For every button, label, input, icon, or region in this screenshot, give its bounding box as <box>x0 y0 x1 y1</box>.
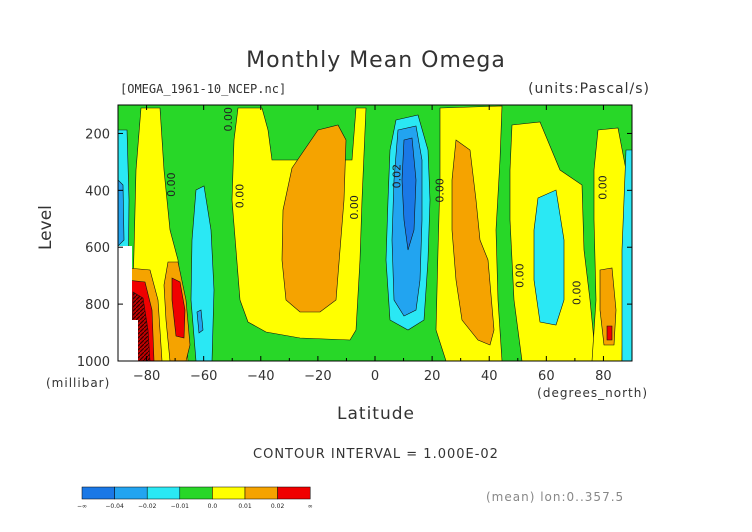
x-axis-label: Latitude <box>337 404 415 424</box>
contour-label: 0.00 <box>513 263 526 288</box>
x-tick-label: −60 <box>190 369 217 384</box>
x-tick-label: 20 <box>424 369 441 384</box>
x-tick-label: −80 <box>133 369 160 384</box>
region-cyan-right <box>621 149 632 361</box>
legend-swatch <box>179 486 213 500</box>
missing-data-step <box>118 320 138 361</box>
legend-label: −∞ <box>77 503 87 510</box>
legend-label: 0.02 <box>271 503 285 510</box>
region-dark-blue-eq <box>401 137 417 251</box>
file-label: [OMEGA_1961-10_NCEP.nc] <box>120 82 287 96</box>
legend-label: −0.04 <box>105 503 124 510</box>
x-tick-label: −20 <box>304 369 331 384</box>
mean-note: (mean) lon:0..357.5 <box>486 490 625 504</box>
region-orange-subtrop-sh <box>281 124 347 313</box>
contour-label: 0.02 <box>391 164 404 189</box>
contour-label: 0.00 <box>234 184 247 209</box>
legend-swatch <box>212 486 246 500</box>
y-tick-label: 1000 <box>77 355 110 370</box>
x-tick-label: 40 <box>481 369 498 384</box>
region-cyan-60 <box>190 185 215 361</box>
contour-label: 0.00 <box>348 195 361 220</box>
legend-swatch <box>244 486 278 500</box>
contour-label: 0.00 <box>165 172 178 197</box>
y-tick-label: 200 <box>85 127 110 142</box>
region-blue-60 <box>196 309 204 334</box>
region-cyan-midlat-nh <box>533 189 565 326</box>
legend-label: 0.0 <box>208 503 218 510</box>
y-tick-label: 600 <box>85 241 110 256</box>
region-orange-subtrop-nh <box>451 139 495 346</box>
region-red-sh2 <box>171 277 186 339</box>
x-tick-label: 80 <box>595 369 612 384</box>
legend-swatch <box>81 486 115 500</box>
region-red-polar-nh <box>606 325 613 341</box>
legend-label: 0.01 <box>238 503 252 510</box>
legend-label: ∞ <box>308 503 313 510</box>
y-axis-unit: (millibar) <box>46 376 111 390</box>
y-tick-label: 800 <box>85 298 110 313</box>
region-blue-left <box>118 179 125 247</box>
x-tick-label: 0 <box>371 369 379 384</box>
contour-interval-label: CONTOUR INTERVAL = 1.000E-02 <box>253 447 499 462</box>
x-tick-label: 60 <box>538 369 555 384</box>
legend-swatch <box>277 486 311 500</box>
contour-label: 0.00 <box>222 107 235 132</box>
contour-label: 0.00 <box>434 178 447 203</box>
legend-label: −0.02 <box>138 503 157 510</box>
x-axis-unit: (degrees_north) <box>537 386 648 400</box>
chart-title: Monthly Mean Omega <box>246 48 506 73</box>
y-tick-label: 400 <box>85 184 110 199</box>
legend-swatch <box>114 486 148 500</box>
units-label: (units:Pascal/s) <box>528 81 650 97</box>
contour-label: 0.00 <box>596 175 609 200</box>
x-tick-label: −40 <box>247 369 274 384</box>
legend-swatch <box>146 486 181 500</box>
legend-label: −0.01 <box>171 503 190 510</box>
contour-label: 0.00 <box>571 280 584 305</box>
